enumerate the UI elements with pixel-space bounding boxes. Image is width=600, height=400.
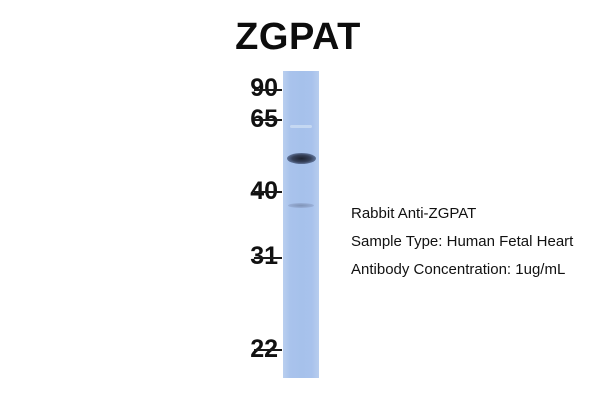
lane-streak — [290, 125, 312, 128]
marker-tick-31 — [254, 257, 282, 259]
marker-label-90: 90 — [250, 74, 278, 102]
main-band — [287, 153, 316, 164]
marker-tick-40 — [254, 191, 282, 193]
blot-title: ZGPAT — [235, 16, 361, 58]
marker-tick-22 — [254, 349, 282, 351]
faint-band — [288, 203, 314, 208]
concentration-label: Antibody Concentration: 1ug/mL — [351, 261, 566, 278]
blot-lane — [283, 71, 319, 378]
antibody-label: Rabbit Anti-ZGPAT — [351, 205, 477, 222]
marker-tick-65 — [254, 119, 282, 121]
marker-label-31: 31 — [250, 242, 278, 270]
marker-tick-90 — [254, 89, 282, 91]
sample-type-label: Sample Type: Human Fetal Heart — [351, 233, 574, 250]
